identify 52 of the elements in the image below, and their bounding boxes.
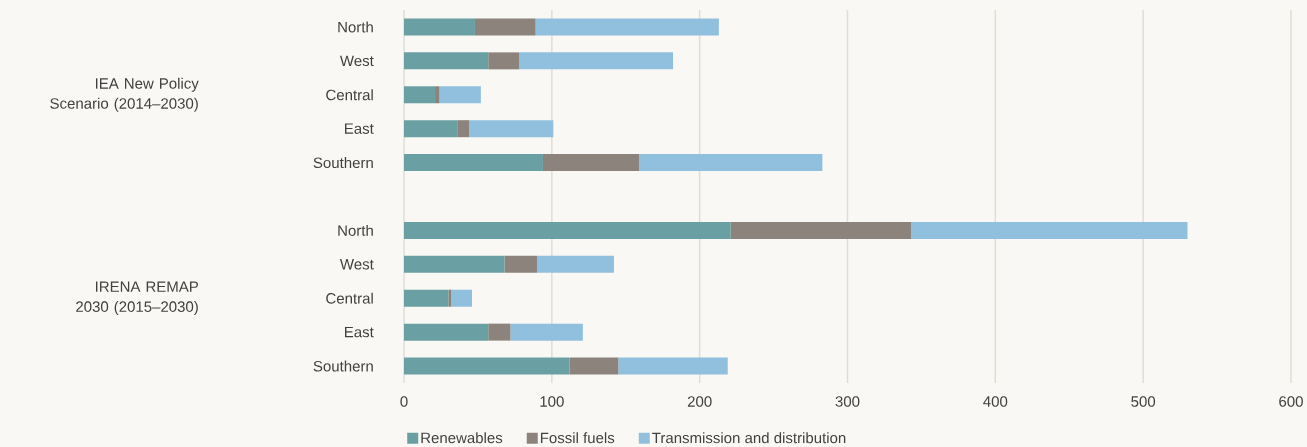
bar xyxy=(404,221,731,239)
bar xyxy=(519,52,674,70)
bar xyxy=(469,120,554,138)
bar xyxy=(404,52,489,70)
text: IEA New Policy Scenario (2014–2030) xyxy=(50,77,199,112)
x-tick-label: 100 xyxy=(540,396,564,407)
bar xyxy=(569,357,619,375)
y-tick-label: West xyxy=(339,259,374,270)
x-tick-label: 0 xyxy=(400,396,408,407)
bar xyxy=(404,120,458,138)
bar xyxy=(618,357,728,375)
y-tick-label: North xyxy=(338,224,373,236)
x-tick-label: 600 xyxy=(1279,396,1303,407)
bar xyxy=(404,357,570,375)
bar xyxy=(474,18,536,36)
bar xyxy=(535,18,719,36)
y-tick-label: West xyxy=(339,55,374,67)
y-tick-label: Central xyxy=(326,292,373,304)
bar xyxy=(457,120,470,138)
bar xyxy=(911,221,1188,239)
bar xyxy=(435,86,440,104)
bar xyxy=(404,323,489,341)
bar xyxy=(504,255,538,273)
bar xyxy=(488,52,520,70)
bar xyxy=(451,289,473,307)
bar xyxy=(730,221,912,239)
y-tick-label: Central xyxy=(326,89,373,101)
y-tick-label: East xyxy=(345,326,374,338)
y-tick-label: East xyxy=(345,123,374,134)
x-tick-label: 400 xyxy=(983,396,1008,407)
bar xyxy=(639,154,823,172)
y-tick-label: Southern xyxy=(313,360,373,372)
legend-label: Transmission and distribution xyxy=(652,432,846,444)
x-tick-label: 200 xyxy=(687,396,712,407)
bar xyxy=(404,86,436,104)
text: IRENA REMAP 2030 (2015–2030) xyxy=(76,281,198,315)
bar xyxy=(448,289,452,307)
y-tick-label: North xyxy=(338,21,373,33)
bar xyxy=(404,18,475,36)
x-tick-label: 500 xyxy=(1131,396,1156,407)
bar xyxy=(404,289,449,307)
bar xyxy=(404,154,543,172)
x-tick-label: 300 xyxy=(835,396,860,407)
bar xyxy=(488,323,511,341)
bar xyxy=(510,323,583,341)
bar xyxy=(404,255,505,273)
legend-label: Renewables xyxy=(421,432,503,444)
legend-label: Fossil fuels xyxy=(540,432,615,444)
bar xyxy=(542,154,640,172)
y-tick-label: Southern xyxy=(313,157,373,169)
bar xyxy=(537,255,614,273)
bar xyxy=(439,86,481,104)
